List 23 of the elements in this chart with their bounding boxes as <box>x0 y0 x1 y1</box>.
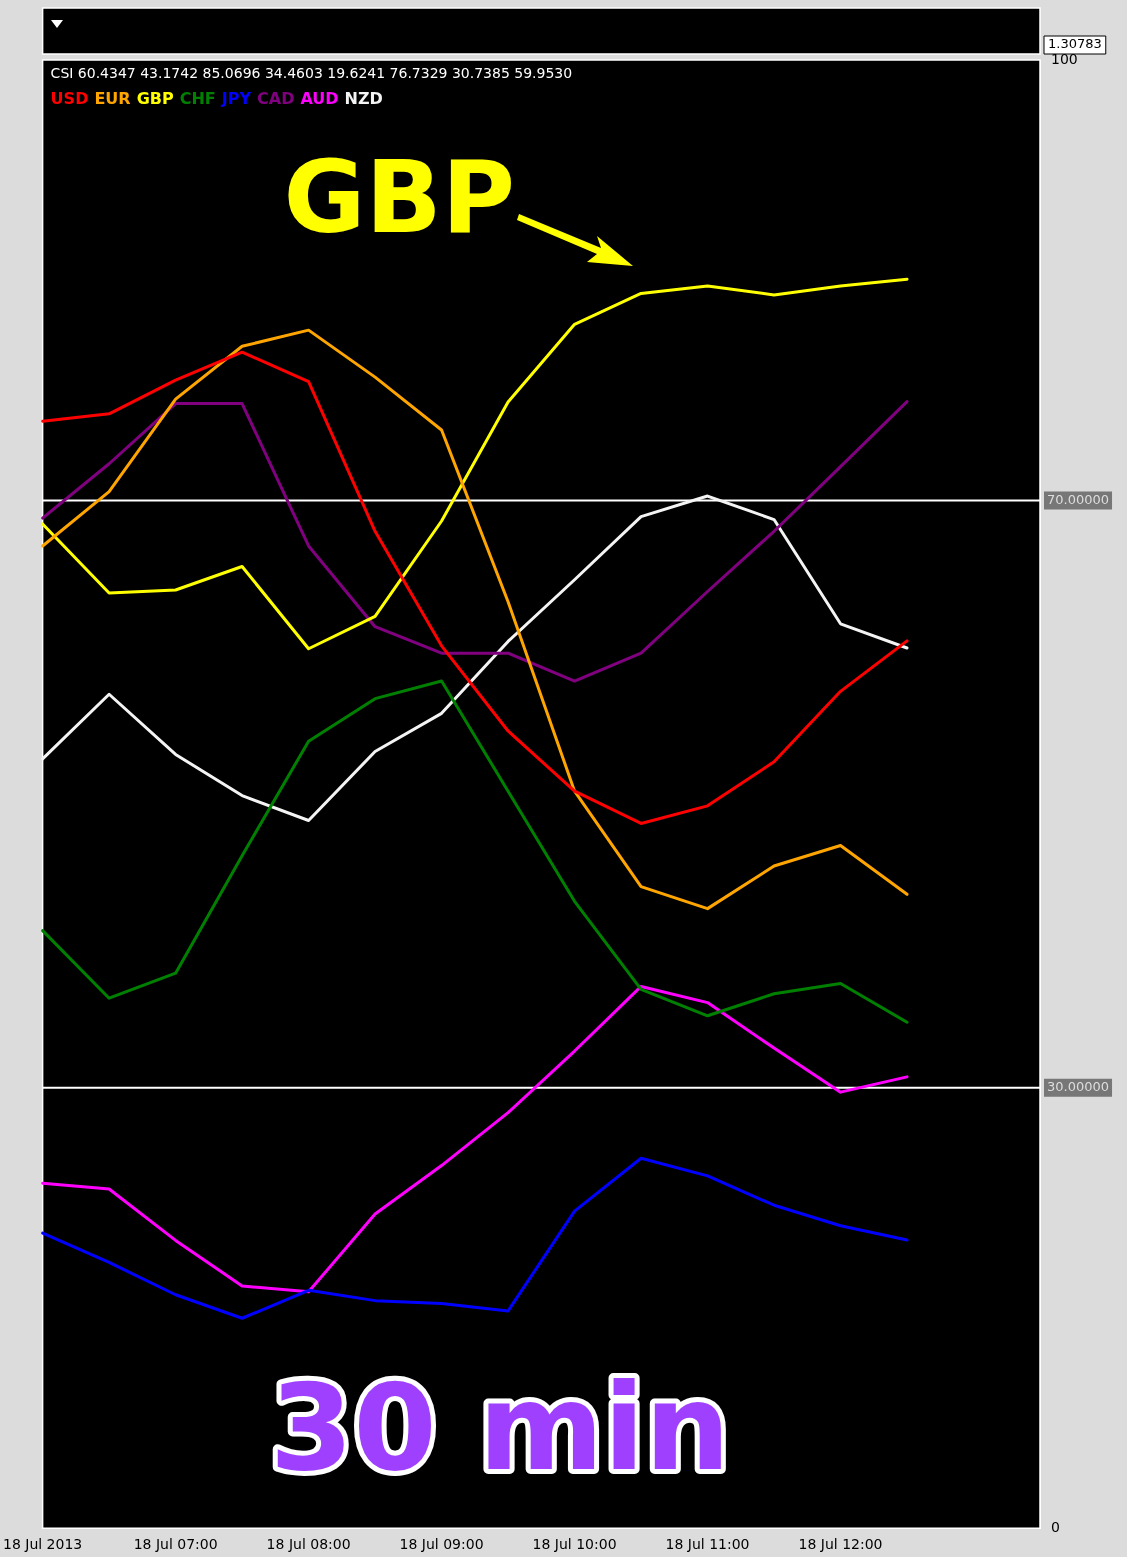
x-tick-label: 18 Jul 07:00 <box>133 1536 218 1553</box>
text: EUR <box>94 89 131 109</box>
annotation: 30 min <box>269 1358 731 1498</box>
text: NZD <box>344 89 383 109</box>
x-tick-label: 18 Jul 08:00 <box>266 1536 351 1553</box>
text: USD <box>50 89 89 109</box>
text: GBP <box>136 89 174 109</box>
ref-line-label: 70.00000 <box>1047 491 1110 507</box>
x-tick-label: 18 Jul 10:00 <box>532 1536 617 1553</box>
x-tick-label: 18 Jul 2013 <box>2 1536 83 1553</box>
x-tick-label: 18 Jul 11:00 <box>665 1536 750 1553</box>
text: CAD <box>257 89 295 109</box>
text: JPY <box>220 89 252 109</box>
y-tick-label: 100 <box>1051 50 1078 67</box>
chart-title: CSI 60.4347 43.1742 85.0696 34.4603 19.6241 76.7329 30.7385 59.9530 <box>50 64 573 81</box>
annotation: GBP <box>283 139 515 256</box>
x-tick-label: 18 Jul 09:00 <box>399 1536 484 1553</box>
ref-line-label: 30.00000 <box>1047 1079 1110 1095</box>
text: 1.30783 <box>1048 36 1102 52</box>
y-tick-label: 0 <box>1051 1518 1060 1535</box>
text: CHF <box>179 89 216 109</box>
text: AUD <box>300 89 339 109</box>
x-tick-label: 18 Jul 12:00 <box>798 1536 883 1553</box>
